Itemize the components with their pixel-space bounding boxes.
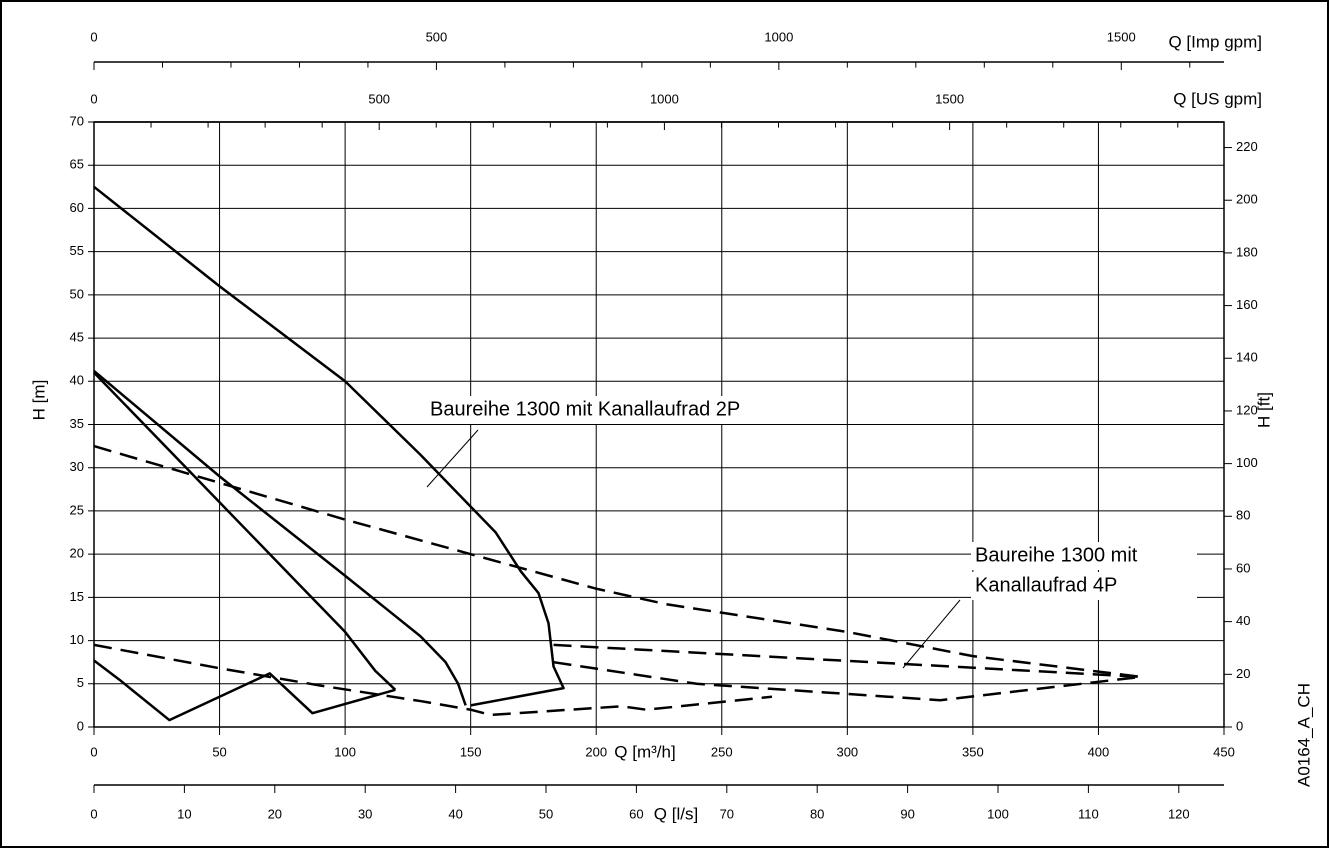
axis-label: Q [Imp gpm] <box>1168 32 1262 51</box>
y2-tick-label: 120 <box>1236 402 1258 417</box>
axis-tick-label: 10 <box>177 806 191 821</box>
x-tick-label: 350 <box>962 744 984 759</box>
curve <box>93 369 467 706</box>
annotation: Baureihe 1300 mit <box>975 544 1138 566</box>
y2-tick-label: 200 <box>1236 192 1258 207</box>
y-tick-label: 70 <box>70 113 84 128</box>
y-tick-label: 45 <box>70 330 84 345</box>
axis-tick-label: 120 <box>1168 806 1190 821</box>
y-tick-label: 50 <box>70 286 84 301</box>
x-tick-label: 200 <box>585 744 607 759</box>
axis-tick-label: 1500 <box>935 91 964 106</box>
x-tick-label: 450 <box>1213 744 1235 759</box>
leader-line <box>426 429 479 488</box>
y-tick-label: 30 <box>70 459 84 474</box>
axis-label: Q [US gpm] <box>1173 89 1262 108</box>
x-tick-label: 100 <box>334 744 356 759</box>
y-tick-label: 40 <box>70 373 84 388</box>
axis-label: Q [l/s] <box>654 804 698 823</box>
y-tick-label: 35 <box>70 416 84 431</box>
curve <box>93 659 396 722</box>
y-tick-label: 65 <box>70 157 84 172</box>
curve <box>93 444 1142 679</box>
axis-tick-label: 0 <box>90 29 97 44</box>
y-tick-label: 25 <box>70 502 84 517</box>
x-axis-label: Q [m³/h] <box>614 742 675 761</box>
axis-tick-label: 1500 <box>1107 29 1136 44</box>
axis-tick-label: 500 <box>426 29 448 44</box>
y2-tick-label: 40 <box>1236 613 1250 628</box>
curve <box>93 643 773 717</box>
annotation-bg <box>971 542 1197 570</box>
y-tick-label: 0 <box>77 718 84 733</box>
axis-tick-label: 80 <box>810 806 824 821</box>
axis-tick-label: 0 <box>90 806 97 821</box>
figure-code: A0164_A_CH <box>1294 683 1313 787</box>
y2-tick-label: 160 <box>1236 297 1258 312</box>
x-tick-label: 400 <box>1088 744 1110 759</box>
axis-tick-label: 50 <box>539 806 553 821</box>
axis-tick-label: 90 <box>900 806 914 821</box>
axis-tick-label: 1000 <box>650 91 679 106</box>
y-tick-label: 15 <box>70 589 84 604</box>
leader-line <box>902 599 961 669</box>
axis-tick-label: 110 <box>1078 806 1099 821</box>
axis-tick-label: 100 <box>987 806 1009 821</box>
y-axis-label: H [m] <box>29 380 48 421</box>
x-tick-label: 150 <box>460 744 482 759</box>
y2-tick-label: 60 <box>1236 560 1250 575</box>
y2-tick-label: 80 <box>1236 508 1250 523</box>
y-tick-label: 55 <box>70 243 84 258</box>
x-tick-label: 250 <box>711 744 733 759</box>
y2-tick-label: 180 <box>1236 244 1258 259</box>
curve <box>553 660 1142 702</box>
y-tick-label: 60 <box>70 200 84 215</box>
axis-tick-label: 20 <box>268 806 282 821</box>
axis-tick-label: 0 <box>90 91 97 106</box>
y-tick-label: 5 <box>77 675 84 690</box>
axis-tick-label: 60 <box>629 806 643 821</box>
curve <box>93 371 397 691</box>
annotation: Baureihe 1300 mit Kanallaufrad 2P <box>430 398 740 420</box>
curve <box>553 643 1142 679</box>
y2-tick-label: 100 <box>1236 455 1258 470</box>
y2-tick-label: 220 <box>1236 139 1258 154</box>
axis-tick-label: 40 <box>448 806 462 821</box>
curve <box>93 185 565 707</box>
annotation-bg <box>426 396 841 424</box>
x-tick-label: 50 <box>212 744 226 759</box>
axis-tick-label: 500 <box>368 91 390 106</box>
y-tick-label: 20 <box>70 546 84 561</box>
y2-tick-label: 140 <box>1236 350 1258 365</box>
x-tick-label: 300 <box>836 744 858 759</box>
y2-axis-label: H [ft] <box>1254 392 1273 428</box>
x-tick-label: 0 <box>90 744 97 759</box>
y-tick-label: 10 <box>70 632 84 647</box>
axis-tick-label: 1000 <box>764 29 793 44</box>
axis-tick-label: 30 <box>358 806 372 821</box>
y2-tick-label: 0 <box>1236 718 1243 733</box>
annotation-bg <box>971 572 1197 600</box>
axis-tick-label: 70 <box>720 806 734 821</box>
annotation: Kanallaufrad 4P <box>975 574 1117 596</box>
y2-tick-label: 20 <box>1236 666 1250 681</box>
